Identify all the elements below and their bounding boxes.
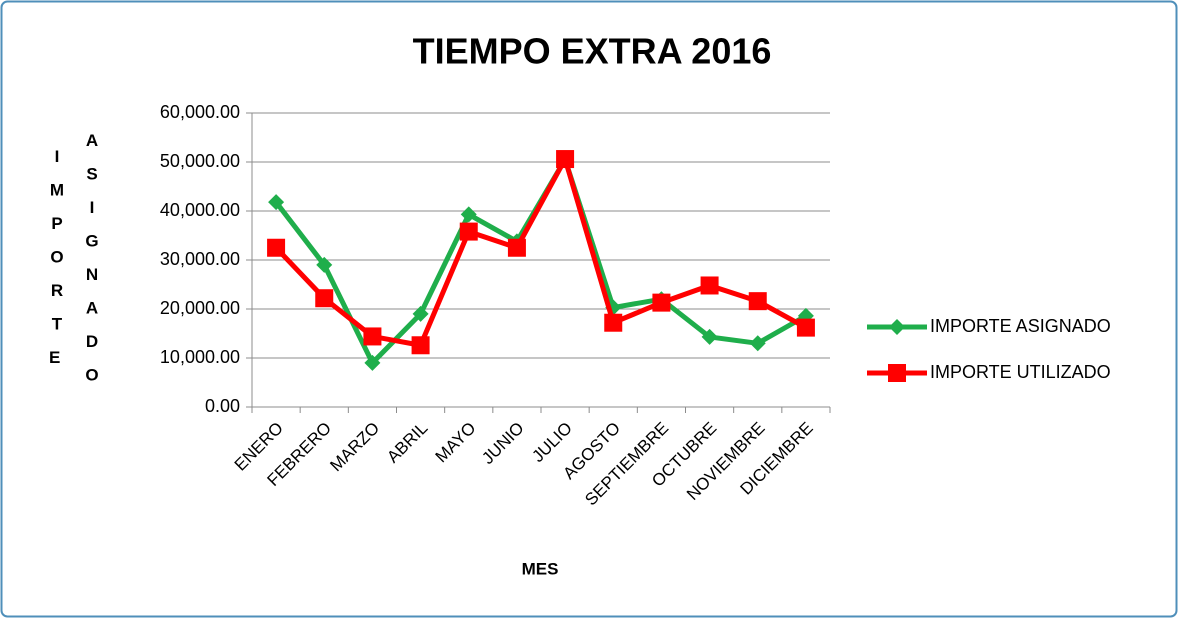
data-point [460, 206, 477, 223]
data-point [604, 313, 623, 332]
data-point [507, 238, 526, 257]
data-point [363, 327, 382, 346]
y-tick-label: 60,000.00 [160, 102, 240, 122]
legend-marker [888, 364, 906, 382]
data-point [411, 336, 430, 355]
chart-title: TIEMPO EXTRA 2016 [413, 31, 772, 72]
data-point [267, 238, 286, 257]
legend-label: IMPORTE UTILIZADO [930, 362, 1111, 382]
data-point [700, 276, 719, 295]
data-point [701, 328, 718, 345]
y-tick-label: 30,000.00 [160, 249, 240, 269]
data-point [315, 289, 334, 308]
data-point [364, 354, 381, 371]
y-tick-label: 20,000.00 [160, 298, 240, 318]
data-point [796, 318, 815, 337]
y-tick-label: 0.00 [205, 396, 240, 416]
legend-label: IMPORTE ASIGNADO [930, 316, 1111, 336]
data-point [412, 305, 429, 322]
data-point [652, 293, 671, 312]
data-point [268, 194, 285, 211]
data-point [316, 256, 333, 273]
y-tick-label: 10,000.00 [160, 347, 240, 367]
data-point [556, 150, 575, 169]
data-point [748, 292, 767, 311]
x-axis-label: MES [522, 559, 559, 578]
y-tick-label: 40,000.00 [160, 200, 240, 220]
data-point [749, 335, 766, 352]
data-point [459, 222, 478, 241]
y-tick-label: 50,000.00 [160, 151, 240, 171]
legend-marker [889, 319, 905, 335]
